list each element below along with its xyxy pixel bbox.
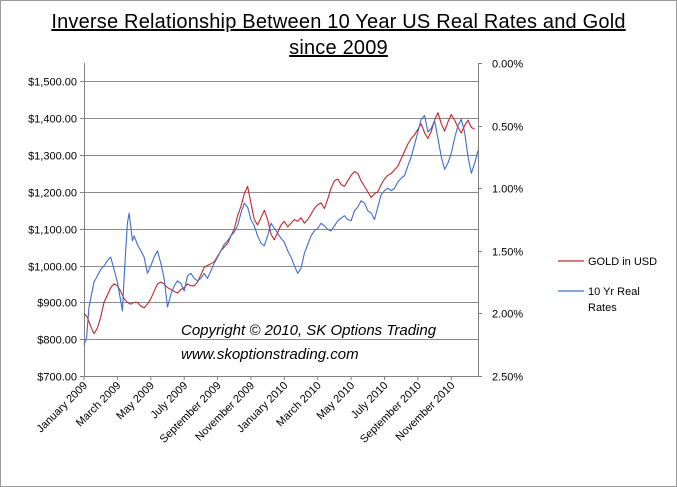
right-axis-tick-label: 2.00%: [492, 309, 523, 321]
left-axis-tick-label: $1,000.00: [28, 262, 77, 274]
series-lines: [83, 112, 479, 345]
left-axis-tick-label: $1,300.00: [28, 151, 77, 163]
left-axis-tick-label: $1,500.00: [28, 77, 77, 89]
gold-usd-line: [83, 112, 475, 335]
legend-label: Rates: [588, 302, 617, 314]
chart-title-line-1: Inverse Relationship Between 10 Year US …: [51, 11, 626, 33]
legend-label: GOLD in USD: [588, 256, 657, 268]
x-axis-tick-label: November 2009: [193, 380, 257, 444]
left-axis-tick-label: $1,400.00: [28, 114, 77, 126]
left-axis-tick-labels: $1,500.00 $1,400.00 $1,300.00 $1,200.00 $1,1…: [28, 77, 77, 384]
x-axis-tick-label: September 2009: [158, 380, 224, 446]
x-axis-tick-label: November 2010: [394, 380, 458, 444]
left-axis-tick-label: $900.00: [37, 298, 77, 310]
axes: [80, 63, 482, 380]
left-axis-tick-label: $1,100.00: [28, 225, 77, 237]
right-axis-tick-label: 0.00%: [492, 59, 523, 71]
right-axis-tick-label: 0.50%: [492, 122, 523, 134]
copyright-annotation: Copyright © 2010, SK Options Trading: [181, 322, 437, 339]
chart-title-line-2: since 2009: [289, 37, 388, 59]
gridlines: [84, 81, 478, 377]
left-axis-tick-label: $700.00: [37, 372, 77, 384]
legend: GOLD in USD 10 Yr Real Rates: [558, 256, 657, 314]
right-axis-tick-label: 1.00%: [492, 184, 523, 196]
left-axis-tick-label: $1,200.00: [28, 188, 77, 200]
website-annotation: www.skoptionstrading.com: [181, 346, 359, 363]
real-rates-line: [83, 115, 479, 345]
right-axis-tick-label: 2.50%: [492, 372, 523, 384]
left-axis-tick-label: $800.00: [37, 335, 77, 347]
annotations: Copyright © 2010, SK Options Trading www…: [181, 322, 437, 363]
right-axis-tick-label: 1.50%: [492, 247, 523, 259]
legend-label: 10 Yr Real: [588, 286, 640, 298]
x-axis-tick-label: September 2010: [358, 380, 424, 446]
right-axis-tick-labels: 0.00% 0.50% 1.00% 1.50% 2.00% 2.50%: [492, 59, 523, 384]
